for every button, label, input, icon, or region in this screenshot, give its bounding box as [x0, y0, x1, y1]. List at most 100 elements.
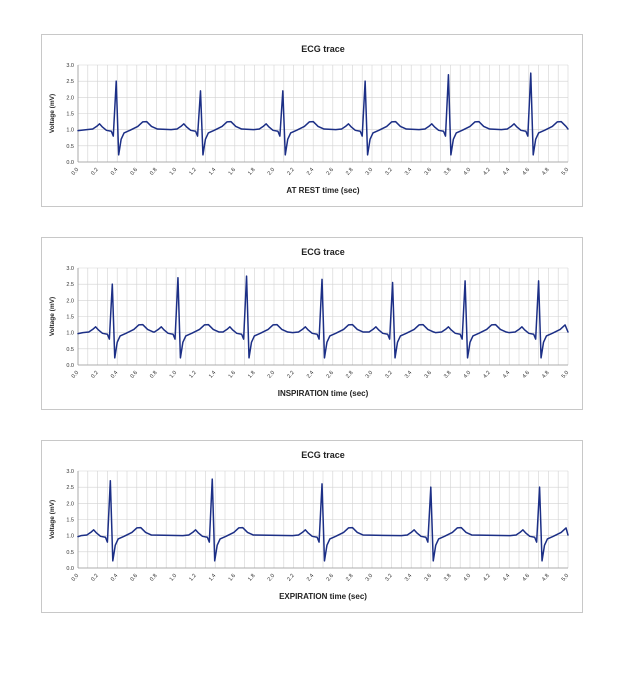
- x-axis-label: INSPIRATION time (sec): [278, 389, 369, 398]
- chart-title: ECG trace: [301, 450, 345, 460]
- x-tick-label: 3.6: [424, 167, 434, 177]
- x-tick-label: 0.4: [110, 370, 120, 380]
- x-tick-label: 3.0: [365, 370, 375, 380]
- x-tick-label: 1.8: [247, 370, 257, 380]
- x-tick-label: 3.4: [404, 370, 414, 380]
- x-tick-label: 3.8: [443, 167, 453, 177]
- x-tick-label: 2.2: [286, 167, 296, 177]
- x-tick-label: 0.4: [110, 167, 120, 177]
- x-tick-label: 3.6: [424, 370, 434, 380]
- x-tick-label: 4.2: [482, 370, 492, 380]
- x-tick-label: 3.4: [404, 167, 414, 177]
- y-axis-label: Voltage (mV): [49, 500, 56, 539]
- x-tick-label: 0.0: [71, 167, 81, 177]
- x-tick-label: 2.0: [267, 370, 277, 380]
- chart-title: ECG trace: [301, 44, 345, 54]
- x-tick-label: 3.8: [443, 370, 453, 380]
- x-tick-label: 4.2: [482, 573, 492, 583]
- x-tick-label: 4.8: [541, 573, 551, 583]
- x-tick-label: 3.0: [365, 573, 375, 583]
- x-tick-label: 5.0: [561, 370, 571, 380]
- x-tick-label: 3.2: [384, 370, 394, 380]
- x-tick-label: 4.4: [502, 573, 512, 583]
- ecg-chart-expiration: ECG trace 0.0 0.5 1.0 1.5 2.0 2.5 3.0 0.0 0.2 0.4 0…: [41, 440, 583, 613]
- ecg-trace-line: [77, 72, 569, 156]
- ecg-trace-line: [77, 275, 569, 359]
- chart-svg: ECG trace 0.0 0.5 1.0 1.5 2.0 2.5 3.0 0.0 0.2 0.4 0…: [49, 247, 571, 398]
- x-tick-label: 0.6: [130, 370, 140, 380]
- x-tick-label: 1.2: [188, 573, 198, 583]
- y-tick-label: 0.0: [66, 363, 74, 369]
- x-tick-label: 2.4: [306, 167, 316, 177]
- x-tick-label: 2.0: [267, 573, 277, 583]
- x-tick-label: 4.4: [502, 167, 512, 177]
- x-tick-label: 2.4: [306, 370, 316, 380]
- x-tick-label: 1.0: [169, 370, 179, 380]
- ecg-chart-inspiration: ECG trace 0.0 0.5 1.0 1.5 2.0 2.5 3.0 0.0 0.2 0.4 0…: [41, 237, 583, 410]
- y-tick-label: 1.5: [66, 112, 74, 118]
- x-tick-label: 5.0: [561, 167, 571, 177]
- y-tick-label: 3.0: [66, 63, 74, 69]
- x-tick-label: 0.2: [90, 370, 100, 380]
- x-tick-label: 2.2: [286, 573, 296, 583]
- x-tick-label: 3.2: [384, 167, 394, 177]
- y-tick-label: 0.5: [66, 347, 74, 353]
- x-axis-label: EXPIRATION time (sec): [279, 592, 367, 601]
- x-tick-label: 3.8: [443, 573, 453, 583]
- x-tick-label: 0.0: [71, 370, 81, 380]
- y-tick-label: 3.0: [66, 266, 74, 272]
- x-tick-label: 2.8: [345, 573, 355, 583]
- x-tick-label: 4.6: [522, 167, 532, 177]
- x-tick-label: 0.0: [71, 573, 81, 583]
- x-tick-label: 4.2: [482, 167, 492, 177]
- x-tick-label: 4.0: [463, 370, 473, 380]
- y-tick-label: 1.0: [66, 331, 74, 337]
- y-tick-label: 2.5: [66, 485, 74, 491]
- y-tick-label: 0.5: [66, 550, 74, 556]
- y-tick-label: 1.5: [66, 315, 74, 321]
- x-tick-label: 2.6: [326, 573, 336, 583]
- x-tick-label: 0.2: [90, 573, 100, 583]
- x-tick-label: 1.0: [169, 167, 179, 177]
- x-tick-label: 4.8: [541, 167, 551, 177]
- y-tick-label: 2.0: [66, 501, 74, 507]
- x-tick-label: 1.2: [188, 370, 198, 380]
- x-tick-label: 2.6: [326, 370, 336, 380]
- x-tick-label: 2.8: [345, 167, 355, 177]
- x-tick-label: 0.6: [130, 573, 140, 583]
- y-tick-label: 3.0: [66, 469, 74, 475]
- chart-svg: ECG trace 0.0 0.5 1.0 1.5 2.0 2.5 3.0 0.0 0.2 0.4 0…: [49, 450, 570, 601]
- x-tick-label: 4.0: [463, 573, 473, 583]
- x-tick-label: 4.8: [541, 370, 551, 380]
- x-tick-label: 1.6: [228, 573, 238, 583]
- y-tick-label: 2.5: [66, 79, 74, 85]
- x-tick-label: 1.4: [208, 573, 218, 583]
- ecg-chart-at-rest: ECG trace 0.0 0.5 1.0 1.5 2.0 2.5 3.0 0.0 0.2 0.4 0…: [41, 34, 583, 207]
- y-axis-label: Voltage (mV): [49, 297, 56, 336]
- x-tick-label: 4.0: [463, 167, 473, 177]
- x-tick-label: 0.8: [149, 167, 159, 177]
- x-tick-label: 2.0: [267, 167, 277, 177]
- x-tick-label: 0.2: [90, 167, 100, 177]
- x-tick-label: 1.6: [228, 370, 238, 380]
- x-tick-label: 1.4: [208, 370, 218, 380]
- x-tick-label: 3.2: [384, 573, 394, 583]
- y-tick-label: 0.0: [66, 566, 74, 572]
- y-tick-label: 1.0: [66, 534, 74, 540]
- y-axis-label: Voltage (mV): [49, 94, 56, 133]
- y-tick-label: 1.5: [66, 518, 74, 524]
- x-tick-label: 2.2: [286, 370, 296, 380]
- x-tick-label: 3.0: [365, 167, 375, 177]
- x-tick-label: 0.8: [149, 573, 159, 583]
- x-tick-label: 2.4: [306, 573, 316, 583]
- x-tick-label: 4.4: [502, 370, 512, 380]
- x-tick-label: 1.4: [208, 167, 218, 177]
- x-tick-label: 1.0: [169, 573, 179, 583]
- x-tick-label: 3.6: [424, 573, 434, 583]
- y-tick-label: 0.5: [66, 144, 74, 150]
- x-tick-label: 4.6: [522, 573, 532, 583]
- x-tick-label: 2.8: [345, 370, 355, 380]
- chart-svg: ECG trace 0.0 0.5 1.0 1.5 2.0 2.5 3.0 0.0 0.2 0.4 0…: [49, 44, 571, 195]
- x-tick-label: 0.8: [149, 370, 159, 380]
- y-tick-label: 2.0: [66, 95, 74, 101]
